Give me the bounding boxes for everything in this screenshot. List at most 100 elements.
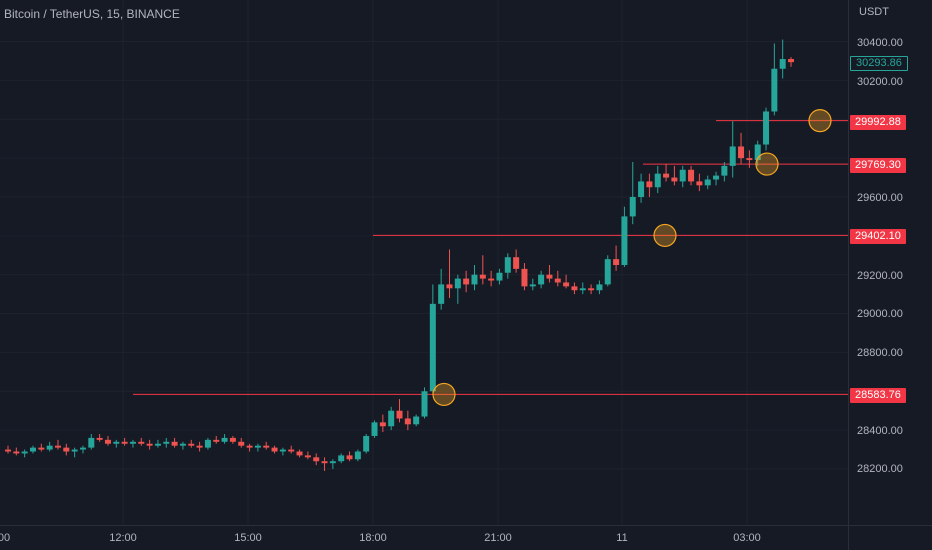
symbol-title[interactable]: Bitcoin / TetherUS, 15, BINANCE xyxy=(4,7,180,21)
candle xyxy=(521,263,528,291)
candle xyxy=(396,399,403,423)
candle xyxy=(713,171,720,186)
candle xyxy=(196,441,203,452)
candle xyxy=(229,435,236,444)
candle xyxy=(746,150,753,168)
candle-body xyxy=(513,257,520,269)
candle-body xyxy=(404,418,411,425)
candle xyxy=(96,434,103,442)
candle xyxy=(246,443,253,452)
candle xyxy=(471,264,478,291)
time-scale[interactable]: 00 12:00 15:00 18:00 21:00 11 03:00 xyxy=(0,525,848,550)
candle xyxy=(346,451,353,462)
candle-body xyxy=(421,391,428,417)
current-price-badge: 30293.86 xyxy=(850,56,908,71)
candle-body xyxy=(721,165,728,176)
breakout-marker xyxy=(755,152,779,176)
price-scale[interactable]: USDT 30400.00 30200.00 29600.00 29200.00… xyxy=(848,0,932,525)
candle-body xyxy=(388,410,395,427)
time-tick: 12:00 xyxy=(109,532,137,544)
candle-body xyxy=(504,257,511,273)
candle xyxy=(438,268,445,310)
candle xyxy=(729,121,736,178)
candle-body xyxy=(163,441,170,444)
candle-body xyxy=(238,441,245,446)
candle-body xyxy=(771,68,778,112)
candle xyxy=(463,270,470,293)
candle xyxy=(413,414,420,427)
candle-body xyxy=(571,286,578,291)
candle-body xyxy=(71,449,78,452)
price-tick: 28800.00 xyxy=(857,347,903,359)
candle-body xyxy=(371,422,378,436)
candle-body xyxy=(488,278,495,281)
candle-body xyxy=(104,439,111,444)
candle-body xyxy=(338,455,345,462)
candle xyxy=(563,274,570,289)
candle xyxy=(629,162,636,225)
candle xyxy=(379,414,386,433)
candle-body xyxy=(246,445,253,448)
candle xyxy=(238,437,245,448)
candle-body xyxy=(779,59,786,69)
candle xyxy=(404,410,411,431)
candle-body xyxy=(121,441,128,444)
candle xyxy=(496,268,503,285)
candle-body xyxy=(179,443,186,446)
candle xyxy=(504,253,511,279)
candle xyxy=(696,173,703,192)
candle-body xyxy=(146,443,153,446)
candle xyxy=(596,280,603,295)
candle-body xyxy=(604,259,611,285)
candle xyxy=(529,278,536,291)
candle-body xyxy=(96,437,103,440)
candle-body xyxy=(471,274,478,285)
level-price-badge: 29402.10 xyxy=(850,229,906,244)
candle xyxy=(163,437,170,448)
candle xyxy=(171,437,178,448)
candle-body xyxy=(329,461,336,464)
candle xyxy=(304,451,311,460)
candle-body xyxy=(688,169,695,182)
candle-body xyxy=(113,441,120,444)
candle-body xyxy=(546,274,553,279)
time-tick: 21:00 xyxy=(484,532,512,544)
candle-body xyxy=(346,455,353,460)
price-chart[interactable]: Bitcoin / TetherUS, 15, BINANCE xyxy=(0,0,848,525)
candle-body xyxy=(379,422,386,427)
candle xyxy=(679,165,686,188)
time-tick: 15:00 xyxy=(234,532,262,544)
candle-body xyxy=(271,447,278,452)
candle xyxy=(488,270,495,287)
candle-body xyxy=(538,274,545,285)
candle-body xyxy=(438,284,445,304)
price-tick: 29200.00 xyxy=(857,270,903,282)
candle-body xyxy=(554,278,561,283)
candle xyxy=(263,441,270,450)
candle-body xyxy=(454,278,461,289)
candle-body xyxy=(413,416,420,425)
level-lines xyxy=(133,120,848,395)
chart-canvas[interactable] xyxy=(0,0,848,525)
candle xyxy=(354,449,361,462)
currency-label[interactable]: USDT xyxy=(859,6,889,18)
candle-body xyxy=(138,441,145,444)
candle xyxy=(654,165,661,194)
candle-body xyxy=(363,435,370,452)
candle xyxy=(329,459,336,469)
candle xyxy=(538,270,545,289)
candle xyxy=(21,449,28,458)
candle-body xyxy=(13,451,20,454)
candle xyxy=(738,132,745,164)
level-price-badge: 29769.30 xyxy=(850,158,906,173)
candle-body xyxy=(463,278,470,285)
candle xyxy=(363,434,370,454)
candle-body xyxy=(529,284,536,287)
time-tick: 18:00 xyxy=(359,532,387,544)
candle xyxy=(621,206,628,267)
candle xyxy=(179,441,186,450)
candle xyxy=(671,165,678,186)
candle xyxy=(446,249,453,299)
candle-body xyxy=(263,445,270,448)
candle xyxy=(213,435,220,444)
